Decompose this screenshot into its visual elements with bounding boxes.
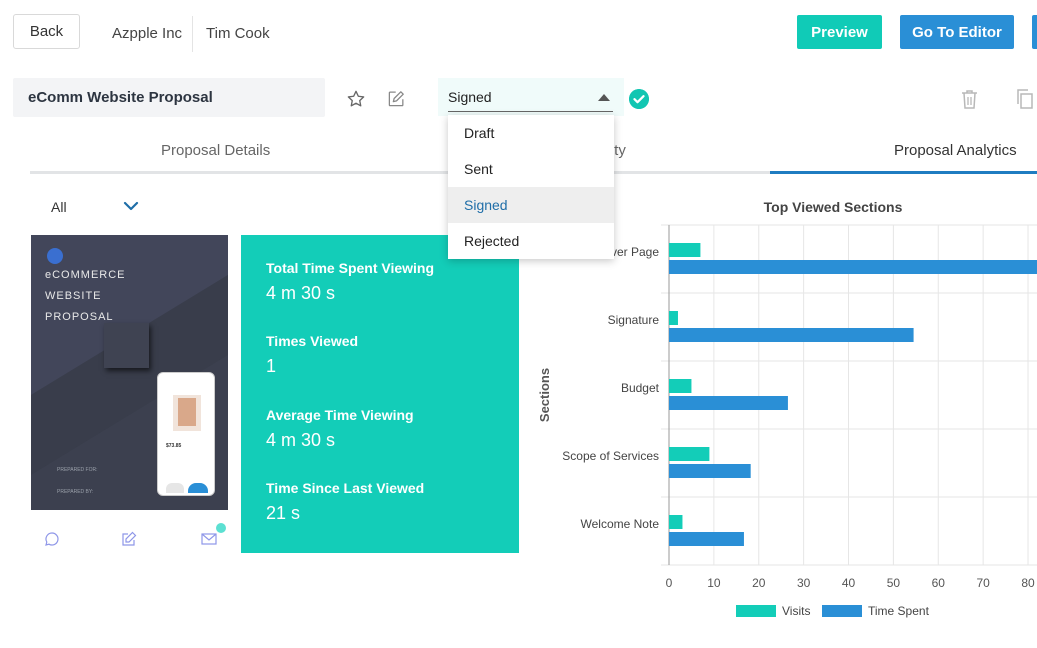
chat-icon[interactable] — [44, 531, 60, 547]
legend-label: Time Spent — [868, 604, 930, 618]
stat-label: Time Since Last Viewed — [266, 480, 425, 496]
product-thumb — [188, 483, 208, 493]
status-value: Signed — [448, 89, 492, 105]
stats-card: Total Time Spent Viewing 4 m 30 s Times … — [241, 235, 519, 553]
star-icon[interactable] — [346, 89, 366, 109]
stat-value: 21 s — [266, 503, 301, 523]
bar-visits — [669, 243, 701, 257]
status-option-signed[interactable]: Signed — [448, 187, 614, 223]
note-icon[interactable] — [121, 531, 137, 547]
trash-icon[interactable] — [961, 89, 978, 109]
x-tick-label: 20 — [752, 576, 766, 590]
status-option-sent[interactable]: Sent — [464, 161, 493, 177]
filter-select[interactable]: All — [51, 199, 67, 215]
legend-swatch — [736, 605, 776, 617]
copy-icon[interactable] — [1016, 89, 1034, 109]
thumbnail-graphic — [104, 323, 149, 368]
prepared-for-label: PREPARED FOR: — [57, 467, 98, 473]
proposal-title[interactable]: eComm Website Proposal — [13, 78, 325, 117]
x-tick-label: 80 — [1021, 576, 1035, 590]
product-price: $73.85 — [166, 443, 182, 449]
status-option-draft[interactable]: Draft — [464, 125, 495, 141]
y-axis-title: Sections — [537, 368, 552, 422]
thumbnail-phone-mockup: $73.85 — [157, 372, 215, 496]
x-tick-label: 0 — [666, 576, 673, 590]
select-underline — [448, 111, 613, 112]
bar-visits — [669, 515, 683, 529]
shirt-icon — [178, 398, 196, 426]
stat-label: Average Time Viewing — [266, 407, 414, 423]
notification-dot — [216, 523, 226, 533]
bar-time-spent — [669, 464, 751, 478]
back-button[interactable]: Back — [13, 14, 80, 49]
bar-time-spent — [669, 328, 914, 342]
category-label: Scope of Services — [562, 449, 659, 463]
legend-swatch — [822, 605, 862, 617]
top-viewed-sections-chart: Top Viewed Sections 0 10 20 30 40 50 60 70 80 Sect… — [537, 199, 1037, 618]
proposal-thumbnail[interactable]: eCOMMERCE WEBSITE PROPOSAL $73.85 PREPAR… — [31, 235, 228, 510]
category-label: Signature — [608, 313, 660, 327]
contact-name[interactable]: Tim Cook — [206, 25, 270, 42]
tab-proposal-analytics[interactable]: Proposal Analytics — [894, 142, 1017, 159]
company-name[interactable]: Azpple Inc — [112, 25, 183, 42]
tab-proposal-details[interactable]: Proposal Details — [161, 142, 271, 159]
caret-up-icon — [598, 94, 610, 101]
chart-title: Top Viewed Sections — [764, 199, 903, 215]
bar-time-spent — [669, 532, 744, 546]
category-label: Budget — [621, 381, 660, 395]
x-tick-label: 10 — [707, 576, 721, 590]
status-dropdown-menu: Draft Sent Signed Rejected — [448, 115, 614, 259]
stat-label: Times Viewed — [266, 333, 359, 349]
bar-time-spent — [669, 396, 788, 410]
x-tick-label: 50 — [887, 576, 901, 590]
legend-label: Visits — [782, 604, 810, 618]
x-tick-label: 30 — [797, 576, 811, 590]
x-tick-label: 70 — [976, 576, 990, 590]
breadcrumb-divider — [192, 16, 193, 52]
chevron-down-icon[interactable] — [123, 200, 139, 212]
check-icon — [629, 89, 649, 109]
thumbnail-line: PROPOSAL — [45, 311, 114, 323]
tab-active-indicator — [770, 171, 1037, 174]
status-select[interactable]: Signed — [438, 78, 624, 116]
bar-time-spent — [669, 260, 1037, 274]
status-option-rejected[interactable]: Rejected — [464, 233, 520, 249]
logo-icon — [47, 248, 63, 264]
thumbnail-line: WEBSITE — [45, 290, 102, 302]
category-label: Welcome Note — [581, 517, 660, 531]
prepared-by-label: PREPARED BY: — [57, 489, 94, 495]
stat-value: 4 m 30 s — [266, 283, 336, 303]
stat-label: Total Time Spent Viewing — [266, 260, 435, 276]
bar-visits — [669, 311, 678, 325]
go-to-editor-button[interactable]: Go To Editor — [900, 15, 1014, 49]
edit-icon[interactable] — [387, 89, 406, 108]
x-tick-label: 60 — [932, 576, 946, 590]
thumbnail-line: eCOMMERCE — [45, 269, 126, 281]
preview-button[interactable]: Preview — [797, 15, 882, 49]
more-actions-button[interactable] — [1032, 15, 1037, 49]
x-tick-label: 40 — [842, 576, 856, 590]
product-thumb — [166, 483, 184, 493]
mail-icon[interactable] — [201, 531, 217, 547]
stat-value: 1 — [266, 356, 277, 376]
bar-visits — [669, 447, 710, 461]
bar-visits — [669, 379, 692, 393]
stat-value: 4 m 30 s — [266, 430, 336, 450]
